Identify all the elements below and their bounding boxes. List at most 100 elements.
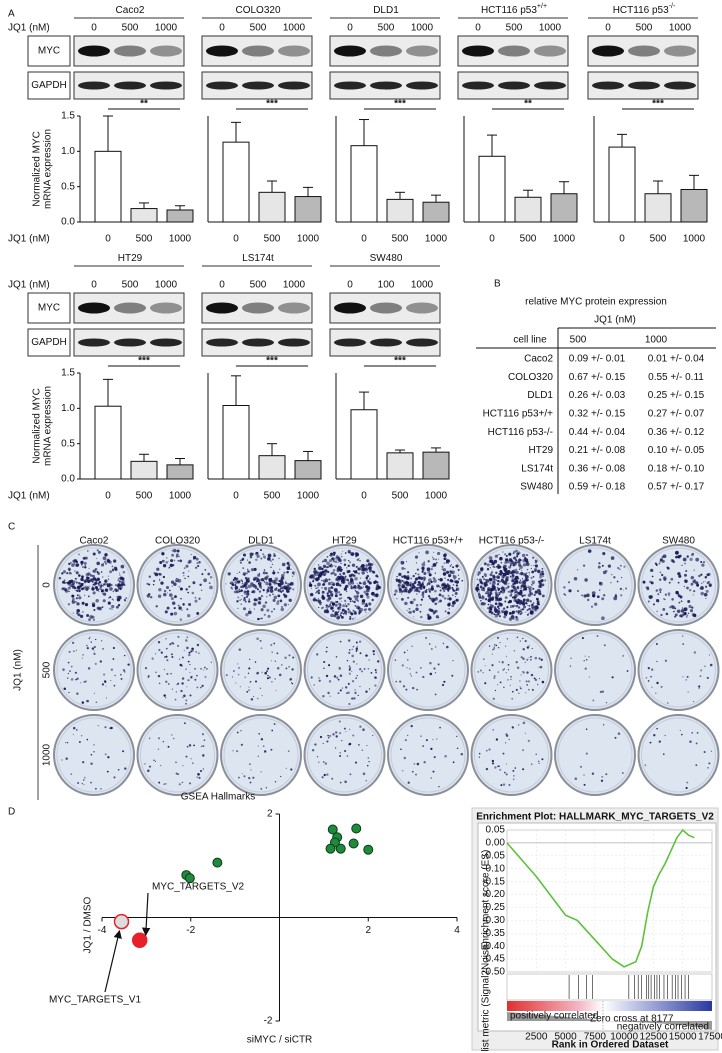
colony <box>166 659 169 662</box>
colony <box>354 590 357 592</box>
colony <box>257 755 260 758</box>
colony <box>504 553 506 555</box>
colony <box>77 613 81 617</box>
colony <box>335 582 340 587</box>
colony <box>281 583 284 586</box>
blot-band <box>370 338 402 347</box>
colony <box>458 578 460 580</box>
colony <box>508 565 512 569</box>
colony <box>661 555 664 559</box>
colony <box>696 732 699 734</box>
colony <box>99 660 102 663</box>
colony <box>259 585 262 588</box>
colony <box>402 685 406 688</box>
colony <box>531 580 536 584</box>
colony <box>364 604 369 608</box>
colony <box>154 760 157 762</box>
colony <box>338 597 341 600</box>
colony <box>257 573 261 577</box>
colony <box>117 579 120 582</box>
colony <box>424 576 426 578</box>
colony <box>177 578 182 583</box>
colony-dose: 1000 <box>42 743 53 766</box>
colony <box>327 734 329 737</box>
colony <box>687 691 689 693</box>
colony <box>312 577 316 580</box>
colony <box>348 617 352 621</box>
colony <box>252 776 255 779</box>
colony <box>505 672 507 674</box>
colony <box>249 781 252 784</box>
colony <box>362 599 365 602</box>
colony <box>164 610 168 614</box>
colony <box>351 563 356 567</box>
colony <box>327 737 330 739</box>
colony <box>158 572 161 576</box>
table-cell: 0.67 +/- 0.15 <box>569 372 626 383</box>
colony <box>444 754 447 758</box>
colony <box>260 549 262 552</box>
table-cell: DLD1 <box>527 390 553 401</box>
colony <box>101 683 104 686</box>
y-axis-label: mRNA expression <box>43 129 54 209</box>
x-tick-label: 500 <box>650 234 667 245</box>
colony <box>273 581 277 585</box>
colony <box>322 742 324 745</box>
colony <box>333 614 337 618</box>
colony <box>361 670 364 673</box>
colony <box>488 559 492 563</box>
colony <box>502 607 506 610</box>
colony <box>670 558 674 563</box>
colony <box>356 586 359 589</box>
colony <box>161 552 165 556</box>
colony <box>111 604 115 609</box>
colony <box>681 733 683 736</box>
blot-label-box <box>27 292 71 324</box>
colony <box>246 592 250 596</box>
colony <box>507 679 509 681</box>
colony <box>409 584 412 587</box>
colony <box>421 581 424 584</box>
colony <box>87 595 90 598</box>
colony <box>322 694 325 698</box>
colony <box>365 654 368 657</box>
colony <box>354 605 357 607</box>
colony <box>83 680 86 683</box>
significance: *** <box>266 356 278 367</box>
metric-area <box>507 1012 712 1030</box>
plate-inner <box>390 547 466 623</box>
colony <box>605 569 608 573</box>
colony <box>493 578 497 581</box>
colony <box>601 775 604 778</box>
colony <box>315 599 318 602</box>
colony <box>501 574 503 576</box>
colony <box>109 587 113 591</box>
colony <box>491 571 493 574</box>
colony <box>196 611 200 615</box>
colony <box>543 575 545 577</box>
colony <box>683 607 688 611</box>
colony <box>271 681 273 683</box>
colony <box>442 642 445 645</box>
colony <box>539 590 541 593</box>
colony <box>330 563 332 565</box>
colony <box>358 581 362 585</box>
plate-inner <box>56 632 132 708</box>
colony <box>344 599 347 603</box>
colony <box>280 590 282 593</box>
colony <box>688 604 692 609</box>
colony <box>357 567 361 571</box>
colony <box>337 692 340 695</box>
blot-band <box>370 302 402 314</box>
colony <box>451 604 455 608</box>
colony <box>395 579 399 583</box>
colony <box>169 593 173 597</box>
colony <box>102 647 104 650</box>
colony <box>273 595 278 600</box>
colony <box>81 601 85 605</box>
colony <box>183 722 186 725</box>
colony <box>526 609 529 611</box>
x-tick-label: 15000 <box>669 1032 697 1043</box>
colony <box>71 641 75 645</box>
colony-title: COLO320 <box>155 536 200 547</box>
